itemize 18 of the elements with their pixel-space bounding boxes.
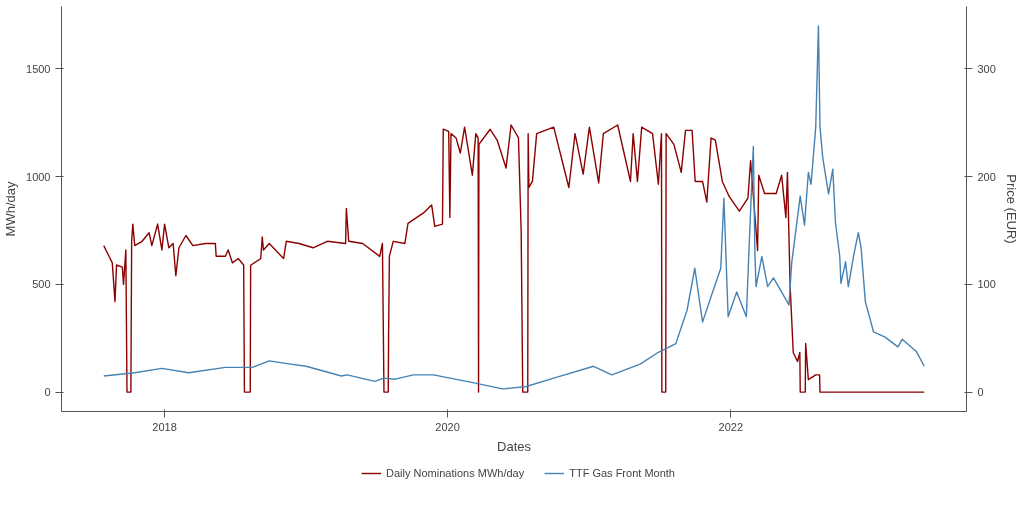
- y2-axis-title: Price (EUR): [1003, 174, 1019, 244]
- y2-tick-label: 0: [977, 386, 984, 399]
- x-tick-label: 2018: [152, 420, 177, 433]
- x-tick-label: 2022: [718, 420, 744, 433]
- x-tick-label: 2020: [435, 420, 460, 433]
- legend-label: Daily Nominations MWh/day: [386, 467, 525, 479]
- y-tick-label: 0: [44, 386, 51, 399]
- y2-tick-label: 200: [977, 170, 996, 183]
- line-series: [103, 25, 925, 390]
- x-axis-title: Dates: [497, 438, 532, 454]
- legend-label: TTF Gas Front Month: [569, 467, 675, 479]
- y2-tick-label: 100: [977, 278, 996, 291]
- y2-tick-label: 300: [977, 62, 996, 75]
- y-axis-title: MWh/day: [3, 181, 19, 237]
- line-series: [103, 124, 925, 393]
- y-tick-label: 1500: [26, 62, 51, 75]
- y-tick-label: 1000: [26, 170, 51, 183]
- y-tick-label: 500: [32, 278, 51, 291]
